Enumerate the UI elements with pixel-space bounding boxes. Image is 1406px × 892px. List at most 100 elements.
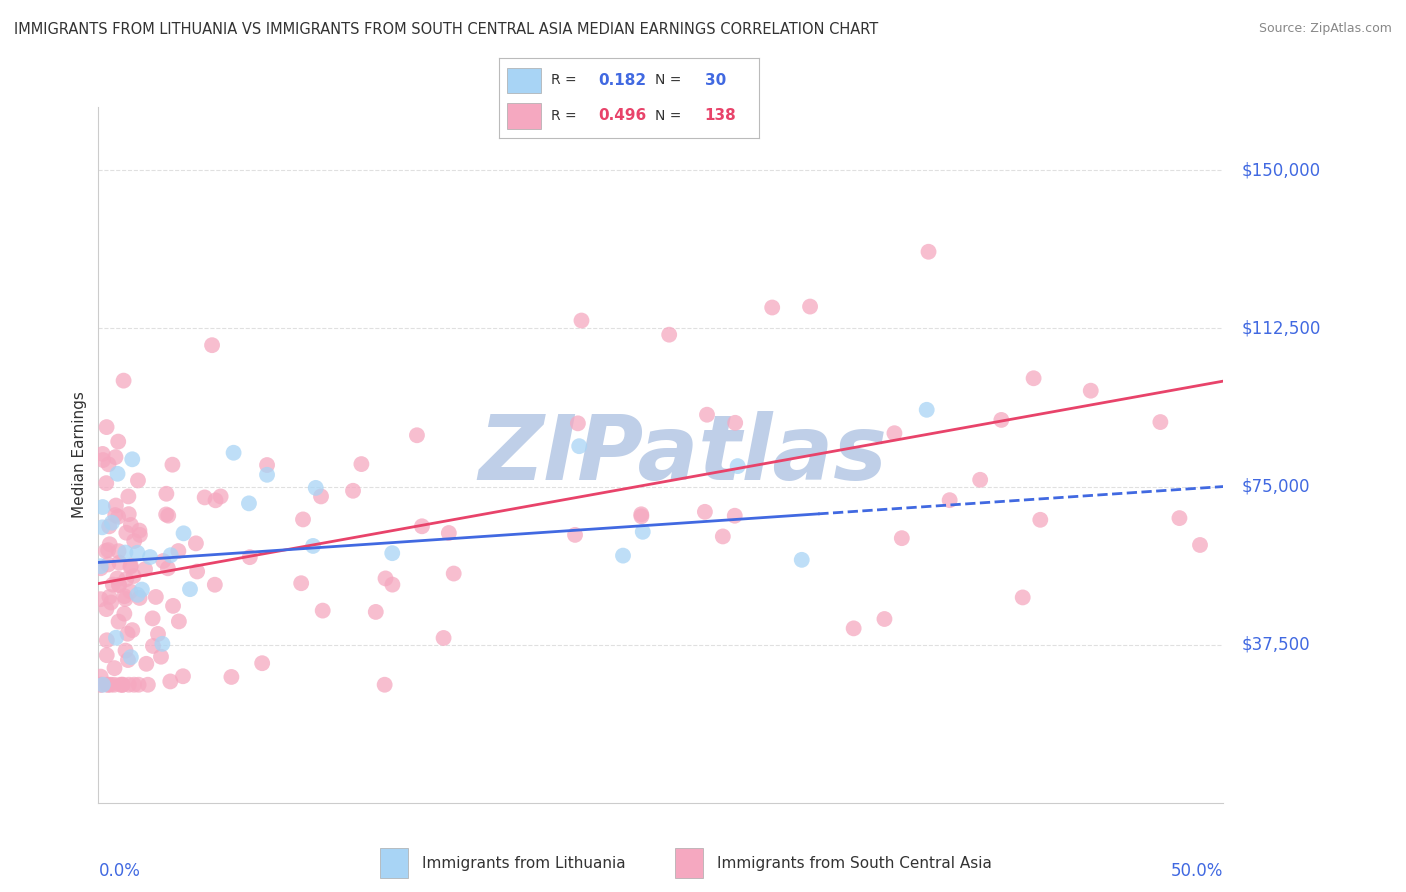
Point <box>128 678 150 692</box>
Point <box>90 678 112 692</box>
Point <box>111 678 134 692</box>
Point <box>122 678 145 692</box>
Point <box>108 578 131 592</box>
Point <box>127 588 149 602</box>
Point <box>152 554 174 568</box>
Point <box>1168 511 1191 525</box>
Point <box>101 577 124 591</box>
Point <box>194 491 217 505</box>
Point <box>179 582 201 597</box>
Point <box>112 607 135 621</box>
Text: 138: 138 <box>704 108 737 123</box>
Point <box>115 572 138 586</box>
Point <box>724 416 747 430</box>
Point <box>107 467 129 481</box>
Point <box>172 669 194 683</box>
Point <box>97 543 120 558</box>
Point <box>915 402 938 417</box>
Point <box>94 544 117 558</box>
Point <box>96 602 118 616</box>
Point <box>204 578 226 592</box>
Point <box>112 374 135 388</box>
Point <box>571 313 593 327</box>
Text: 0.0%: 0.0% <box>98 862 141 880</box>
Point <box>156 561 179 575</box>
Point <box>103 678 125 692</box>
Point <box>142 611 165 625</box>
Point <box>631 524 654 539</box>
Point <box>167 544 190 558</box>
Text: $37,500: $37,500 <box>1241 636 1310 654</box>
Point <box>114 592 136 607</box>
Point <box>250 657 273 671</box>
Point <box>118 678 141 692</box>
Point <box>98 590 121 604</box>
Point <box>364 605 387 619</box>
Point <box>110 678 132 692</box>
Point <box>201 338 224 352</box>
Point <box>117 490 139 504</box>
Bar <box>675 848 703 878</box>
Point <box>134 562 156 576</box>
Point <box>90 678 112 692</box>
Point <box>155 508 177 522</box>
Point <box>107 544 129 558</box>
Point <box>186 565 208 579</box>
Point <box>612 549 634 563</box>
Point <box>107 509 129 524</box>
Point <box>91 678 114 692</box>
Point <box>90 559 112 574</box>
Point <box>204 493 226 508</box>
Text: 50.0%: 50.0% <box>1171 862 1223 880</box>
Point <box>564 528 586 542</box>
Point <box>693 505 716 519</box>
Point <box>432 631 454 645</box>
Point <box>1022 371 1045 385</box>
Point <box>157 508 180 523</box>
Point <box>162 458 184 472</box>
Point <box>96 420 118 434</box>
Point <box>290 576 312 591</box>
Point <box>883 426 905 441</box>
Point <box>630 508 652 522</box>
Point <box>98 519 121 533</box>
Y-axis label: Median Earnings: Median Earnings <box>72 392 87 518</box>
Point <box>108 556 131 570</box>
Point <box>115 525 138 540</box>
Point <box>938 493 960 508</box>
Text: Source: ZipAtlas.com: Source: ZipAtlas.com <box>1258 22 1392 36</box>
Point <box>256 467 278 482</box>
Point <box>120 518 142 533</box>
Point <box>122 569 145 583</box>
Point <box>568 439 591 453</box>
Point <box>96 648 118 663</box>
Point <box>302 539 325 553</box>
Point <box>122 533 145 548</box>
Point <box>100 678 122 692</box>
Point <box>724 508 747 523</box>
Point <box>630 509 652 524</box>
Point <box>238 496 260 510</box>
Point <box>104 450 127 464</box>
Point <box>711 529 734 543</box>
Text: R =: R = <box>551 73 581 87</box>
Point <box>1011 591 1033 605</box>
Point <box>162 599 184 613</box>
Point <box>142 639 165 653</box>
Point <box>917 244 939 259</box>
Point <box>696 408 718 422</box>
Point <box>1149 415 1171 429</box>
Text: N =: N = <box>655 109 686 123</box>
Point <box>150 649 173 664</box>
Text: $75,000: $75,000 <box>1241 477 1310 496</box>
Text: Immigrants from South Central Asia: Immigrants from South Central Asia <box>717 855 993 871</box>
Point <box>350 457 373 471</box>
Point <box>121 623 143 637</box>
Point <box>381 577 404 591</box>
Point <box>222 446 245 460</box>
Point <box>91 500 114 514</box>
Point <box>114 589 136 603</box>
Point <box>969 473 991 487</box>
Point <box>121 452 143 467</box>
Point <box>842 621 865 635</box>
